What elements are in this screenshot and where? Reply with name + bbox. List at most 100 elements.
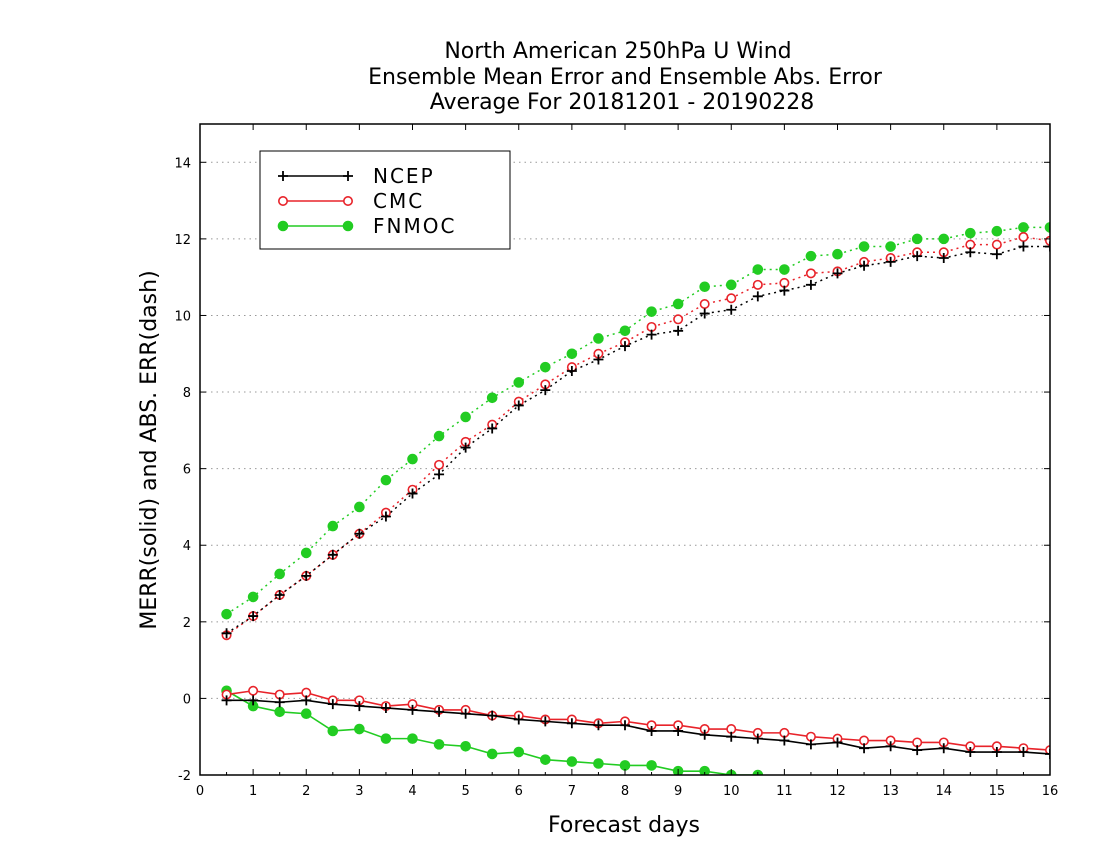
series-fnmoc — [221, 222, 1050, 775]
point-ncep-merr — [1018, 747, 1029, 758]
point-ncep-abserr — [620, 341, 630, 352]
point-fnmoc-merr — [699, 765, 710, 775]
point-cmc-abserr — [699, 298, 710, 309]
point-ncep-abserr — [885, 256, 896, 267]
point-fnmoc-abserr — [486, 392, 498, 404]
point-ncep-merr — [779, 735, 790, 746]
point-fnmoc-abserr — [699, 281, 710, 293]
point-fnmoc-abserr — [593, 333, 604, 344]
legend-marker-fnmoc — [277, 220, 289, 232]
point-ncep-merr — [248, 695, 259, 706]
point-ncep-merr — [1045, 748, 1050, 759]
legend-marker-ncep — [278, 171, 288, 181]
point-ncep-merr — [354, 701, 365, 712]
y-tick-label-4: 6 — [183, 463, 191, 478]
point-fnmoc-abserr — [779, 264, 790, 275]
x-tick-label-14: 14 — [935, 784, 952, 799]
point-fnmoc-abserr — [832, 248, 843, 260]
point-ncep-merr — [540, 716, 551, 727]
line-fnmoc-abserr — [226, 226, 1050, 615]
point-ncep-merr — [380, 702, 391, 713]
point-ncep-abserr — [354, 528, 365, 539]
line-cmc-abserr — [226, 236, 1050, 636]
point-ncep-abserr — [487, 423, 498, 434]
series-cmc — [221, 231, 1050, 756]
point-ncep-merr — [859, 743, 870, 754]
legend-marker-cmc — [342, 196, 353, 207]
point-ncep-merr — [912, 745, 923, 756]
point-ncep-abserr — [699, 308, 710, 319]
point-fnmoc-abserr — [540, 361, 551, 373]
point-fnmoc-abserr — [805, 250, 817, 262]
point-fnmoc-abserr — [911, 233, 923, 245]
point-ncep-merr — [646, 725, 657, 736]
point-ncep-merr — [593, 720, 604, 731]
point-cmc-abserr — [673, 314, 684, 325]
point-ncep-abserr — [327, 549, 338, 560]
point-ncep-merr — [274, 697, 285, 708]
y-tick-label-2: 2 — [183, 616, 191, 631]
point-cmc-merr — [248, 685, 259, 696]
legend-marker-cmc — [277, 196, 288, 207]
point-ncep-abserr — [566, 365, 577, 376]
x-tick-label-10: 10 — [723, 784, 740, 799]
point-fnmoc-merr — [433, 739, 445, 750]
x-tick-label-0: 0 — [196, 784, 204, 799]
point-ncep-abserr — [646, 329, 657, 340]
point-fnmoc-abserr — [247, 591, 259, 603]
y-tick-label-1: 0 — [183, 692, 191, 707]
point-ncep-merr — [832, 737, 843, 748]
point-fnmoc-merr — [566, 756, 578, 767]
point-fnmoc-abserr — [938, 233, 950, 245]
point-ncep-merr — [965, 747, 976, 758]
point-ncep-abserr — [779, 285, 790, 296]
line-ncep-merr — [226, 699, 1050, 755]
point-fnmoc-abserr — [672, 298, 684, 310]
point-fnmoc-merr — [407, 733, 418, 744]
series-ncep — [221, 241, 1050, 759]
point-fnmoc-abserr — [965, 227, 976, 239]
y-tick-label-7: 12 — [174, 233, 191, 248]
gridlines — [200, 161, 1050, 699]
legend-label-fnmoc: FNMOC — [373, 214, 456, 238]
point-ncep-abserr — [832, 268, 843, 279]
legend-label-ncep: NCEP — [373, 164, 435, 188]
point-ncep-merr — [301, 695, 312, 706]
y-tick-label-3: 4 — [183, 539, 191, 554]
point-ncep-abserr — [380, 511, 391, 522]
legend-marker-fnmoc — [342, 220, 354, 232]
point-fnmoc-merr — [540, 754, 551, 765]
point-fnmoc-merr — [513, 746, 525, 758]
point-fnmoc-abserr — [619, 325, 631, 337]
x-tick-label-15: 15 — [989, 784, 1006, 799]
point-fnmoc-merr — [619, 760, 631, 771]
point-ncep-merr — [699, 729, 710, 740]
point-cmc-abserr — [752, 279, 763, 290]
point-fnmoc-abserr — [885, 241, 896, 252]
point-ncep-merr — [327, 699, 338, 710]
line-cmc-merr — [226, 689, 1050, 751]
point-ncep-merr — [513, 714, 524, 725]
chart-title: North American 250hPa U Wind Ensemble Me… — [368, 39, 883, 115]
point-ncep-merr — [620, 720, 630, 731]
line-ncep-abserr — [226, 245, 1050, 634]
point-fnmoc-merr — [327, 725, 339, 737]
x-tick-label-1: 1 — [249, 784, 257, 799]
point-fnmoc-merr — [300, 708, 312, 720]
point-fnmoc-abserr — [274, 568, 285, 580]
point-ncep-abserr — [1045, 241, 1050, 252]
point-ncep-merr — [566, 718, 577, 729]
point-fnmoc-abserr — [327, 520, 339, 532]
point-ncep-merr — [460, 708, 471, 719]
point-cmc-merr — [1045, 745, 1050, 756]
point-fnmoc-merr — [274, 706, 285, 718]
legend-label-cmc: CMC — [373, 189, 424, 213]
x-axis: 0 1 2 3 4 5 6 7 8 9 10 11 12 13 14 15 16 — [196, 124, 1058, 799]
point-ncep-merr — [752, 733, 763, 744]
x-tick-label-13: 13 — [882, 784, 899, 799]
point-ncep-merr — [487, 710, 498, 721]
point-ncep-abserr — [965, 247, 976, 258]
point-fnmoc-merr — [486, 748, 498, 760]
